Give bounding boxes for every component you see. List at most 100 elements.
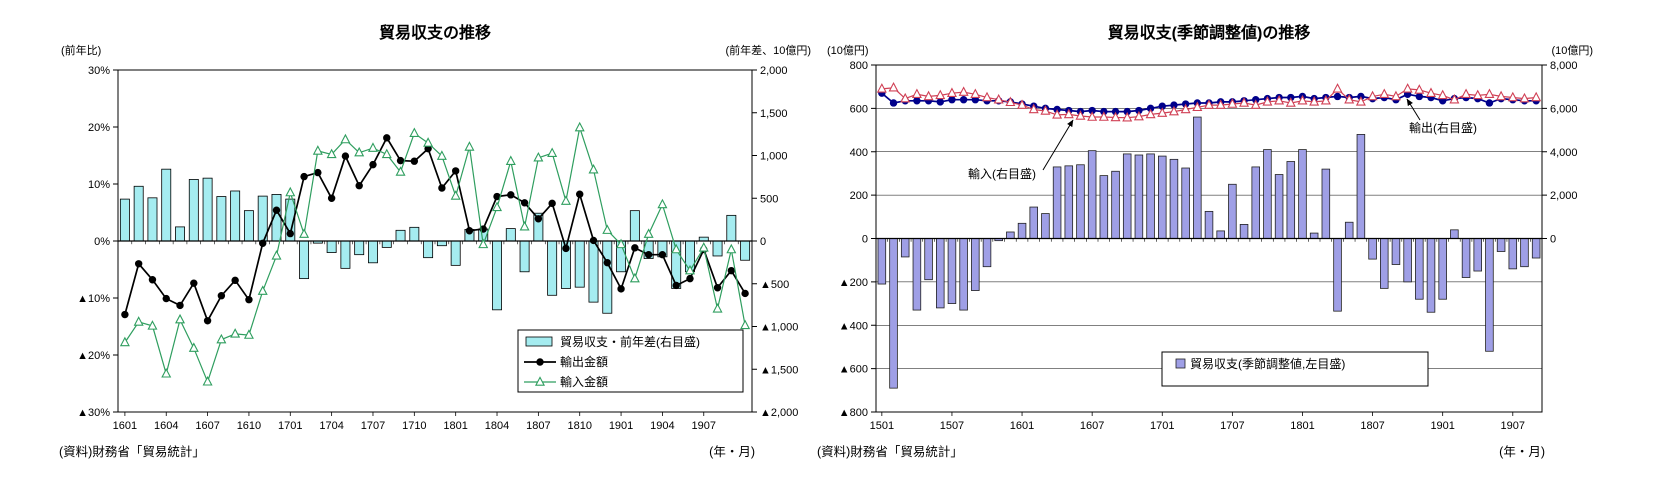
bar [354,240,365,256]
point-marker [121,310,129,319]
bar [1426,238,1436,313]
point-marker [519,220,530,231]
point-marker [1507,91,1518,102]
point-marker [629,272,640,283]
annotation-label: 輸入(右目盛) [968,166,1036,181]
point-marker [1123,107,1131,116]
left-tick-label: ▲800 [839,407,868,419]
point-marker [616,238,627,249]
bar [1473,238,1482,272]
bar [1368,238,1377,260]
bar [188,179,199,242]
point-marker [1017,99,1028,109]
point-marker [1111,107,1120,116]
point-marker [643,228,654,238]
bar [1485,238,1494,352]
y-axis-labels: 800 600 400 200 0 ▲200 ▲400 ▲600 ▲800 8,000 6,000 4… [839,60,1578,419]
left-tick-label: 800 [850,60,868,72]
bar [1461,238,1471,278]
point-marker [1098,111,1109,121]
point-marker [923,90,934,101]
x-tick-label: 1801 [1290,420,1314,432]
point-marker [161,368,172,378]
import-line-path [124,127,746,384]
legend-label: 輸入金額 [560,374,608,389]
point-marker [464,141,475,151]
zero-axis [118,240,752,245]
bar [924,238,933,281]
bar [1099,175,1109,239]
bar [1181,167,1190,239]
right-axis-unit-label: (10億円) [1551,44,1593,57]
point-marker [935,89,946,100]
right-tick-label: ▲500 [760,279,789,291]
bar [1006,231,1015,239]
point-marker [948,96,956,104]
bar [1415,238,1424,300]
bar [202,177,213,242]
legend-swatch-marker [534,376,546,386]
plot-area: 800 600 400 200 0 ▲200 ▲400 ▲600 ▲800 8,000 6,000 4… [839,60,1578,432]
x-tick-label: 1607 [195,420,219,432]
point-marker [243,329,254,339]
right-tick-label: 500 [760,193,778,205]
point-marker [900,92,911,103]
x-tick-label: 1907 [692,420,716,432]
bar [1496,238,1506,252]
point-marker [1344,93,1355,104]
point-marker [148,276,157,284]
bar [889,238,898,389]
point-marker [588,163,599,174]
point-marker [562,244,570,253]
bar [1274,174,1284,239]
bar [547,240,558,296]
point-marker [1135,106,1143,115]
point-marker [958,86,969,96]
bar [971,238,980,291]
point-marker [465,227,474,235]
bar [740,240,751,261]
point-marker [589,236,598,245]
point-marker [245,296,253,304]
point-marker [1274,95,1285,105]
point-marker [312,145,323,155]
point-marker [176,301,184,310]
bar [1344,221,1354,239]
export-line [121,134,749,325]
point-marker [188,342,199,352]
bar [1146,153,1155,239]
point-marker [889,99,898,107]
bar [712,240,723,257]
bar [726,214,737,242]
point-marker [970,88,981,99]
point-marker [299,228,310,238]
point-marker [341,152,350,160]
right-tick-label: ▲1,500 [760,364,798,376]
point-marker [1250,99,1261,109]
legend-swatch-marker [536,358,544,366]
bar [1333,238,1342,312]
point-marker [147,320,158,330]
x-axis-labels: 1501 1507 1601 1607 1701 1707 1801 1807 1901 1907 [870,412,1525,432]
point-marker [216,333,227,344]
point-marker [1122,111,1133,122]
point-marker [450,190,461,200]
bar [959,238,968,311]
point-marker [1063,108,1074,119]
point-marker [410,157,419,165]
x-tick-label: 1901 [1430,420,1454,432]
point-marker [936,98,944,106]
bar [1309,232,1319,239]
point-marker [1402,83,1413,93]
point-marker [438,184,446,192]
point-marker [271,250,282,260]
x-tick-label: 1810 [567,420,591,432]
point-marker [726,243,737,254]
point-marker [1145,108,1156,119]
bar [1508,238,1518,270]
bar [629,210,640,242]
annotation-arrow [1406,98,1421,121]
bar [1450,229,1459,239]
bar [1251,166,1260,239]
point-marker [713,284,722,292]
